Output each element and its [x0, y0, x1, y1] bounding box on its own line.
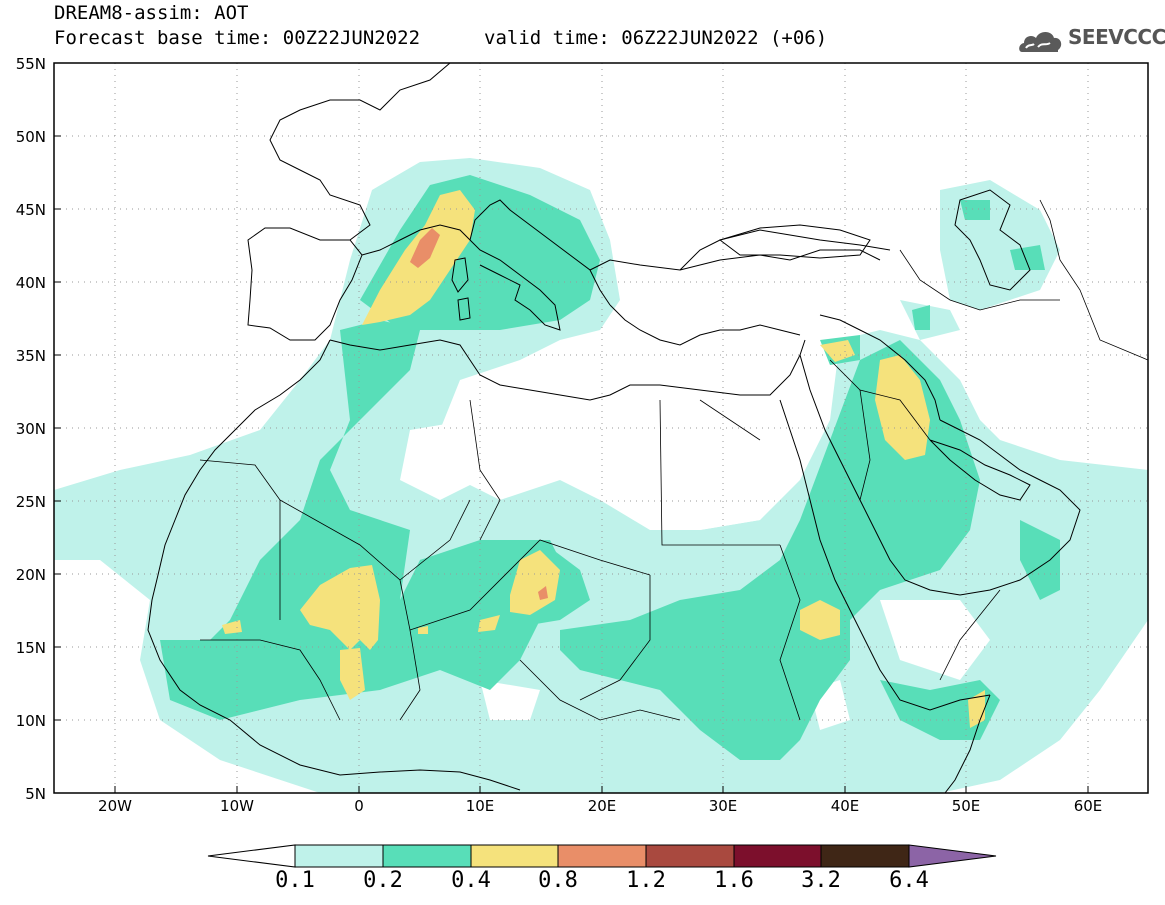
lon-label-60e: 60E — [1073, 797, 1103, 815]
colorbar-label-0: 0.1 — [275, 868, 315, 893]
lon-label-40e: 40E — [830, 797, 860, 815]
lon-label-10w: 10W — [220, 797, 254, 815]
colorbar-label-5: 1.6 — [714, 868, 754, 893]
lat-label-35n: 35N — [15, 347, 46, 365]
lat-label-40n: 40N — [15, 274, 46, 292]
colorbar-label-1: 0.2 — [363, 868, 403, 893]
valid-time: valid time: 06Z22JUN2022 (+06) — [484, 27, 828, 49]
map-title: DREAM8-assim: AOT — [54, 2, 249, 24]
lat-label-10n: 10N — [15, 712, 46, 730]
lat-label-5n: 5N — [25, 785, 46, 803]
lat-label-15n: 15N — [15, 639, 46, 657]
lat-label-45n: 45N — [15, 201, 46, 219]
colorbar-label-3: 0.8 — [538, 868, 578, 893]
lon-label-50e: 50E — [951, 797, 981, 815]
logo-text: SEEVCCC — [1068, 25, 1165, 49]
colorbar-label-6: 3.2 — [801, 868, 841, 893]
colorbar-label-4: 1.2 — [626, 868, 666, 893]
lat-label-55n: 55N — [15, 55, 46, 73]
cloud-icon — [1019, 32, 1062, 52]
lon-label-30e: 30E — [708, 797, 738, 815]
lat-label-50n: 50N — [15, 128, 46, 146]
lon-label-20w: 20W — [98, 797, 132, 815]
lat-label-20n: 20N — [15, 566, 46, 584]
aot-clear-areas — [400, 330, 990, 730]
lon-label-0: 0 — [354, 797, 364, 815]
colorbar-label-2: 0.4 — [451, 868, 491, 893]
lon-label-20e: 20E — [587, 797, 617, 815]
colorbar-label-7: 6.4 — [889, 868, 929, 893]
country-borders — [199, 199, 1148, 721]
lon-label-10e: 10E — [465, 797, 495, 815]
lat-label-25n: 25N — [15, 493, 46, 511]
coastlines — [147, 63, 1081, 793]
aot-level-4-areas — [410, 228, 548, 600]
axis-ticks — [54, 62, 1089, 793]
forecast-base-time: Forecast base time: 00Z22JUN2022 — [54, 27, 421, 49]
lat-label-30n: 30N — [15, 420, 46, 438]
